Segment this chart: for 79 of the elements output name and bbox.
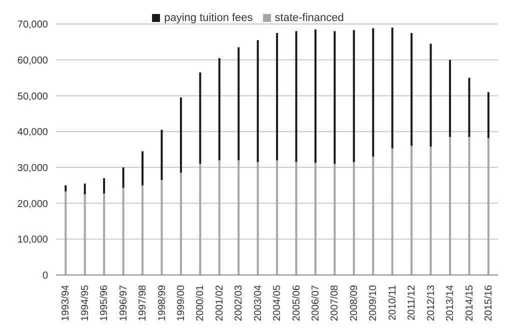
bar (391, 28, 394, 148)
y-tick-label: 50,000 (17, 91, 48, 102)
bar (160, 180, 163, 275)
y-tick-label: 20,000 (17, 198, 48, 210)
bar (122, 167, 124, 188)
bar (372, 28, 374, 157)
x-tick-label: 1996/97 (118, 284, 130, 322)
bar (199, 164, 202, 275)
x-tick-label: 2007/08 (330, 284, 341, 322)
x-tick-label: 2009/10 (368, 284, 380, 322)
y-tick-label: 70,000 (17, 20, 48, 31)
bar (238, 47, 240, 160)
bar (448, 136, 451, 275)
x-tick-label: 1994/95 (80, 284, 91, 322)
bar (352, 30, 355, 162)
x-tick-label: 1998/99 (156, 284, 168, 322)
bar (391, 148, 394, 275)
bar (276, 160, 278, 275)
x-tick-label: 2013/14 (445, 284, 456, 322)
x-tick-label: 2014/15 (464, 284, 476, 322)
bar (122, 188, 124, 275)
bar (487, 138, 490, 275)
bar (334, 31, 336, 164)
bar (103, 194, 106, 275)
x-tick-label: 2006/07 (310, 284, 322, 322)
bar (295, 162, 298, 275)
bar (276, 32, 278, 160)
bar (218, 58, 220, 160)
bar (468, 78, 470, 137)
bar (238, 160, 240, 275)
bar (410, 32, 413, 146)
x-tick-label: 1993/94 (60, 284, 72, 322)
bar (430, 44, 432, 147)
y-tick-label: 60,000 (17, 55, 48, 66)
x-tick-label: 2002/03 (234, 284, 245, 322)
legend-label: paying tuition fees (164, 12, 253, 24)
x-tick-label: 2004/05 (272, 284, 284, 322)
bar (64, 191, 67, 275)
x-tick-label: 1997/98 (138, 284, 149, 322)
y-tick-label: 0 (42, 270, 48, 282)
x-tick-label: 2010/11 (387, 284, 398, 320)
bar (314, 29, 316, 163)
bar (256, 162, 259, 275)
bar (334, 164, 336, 275)
bar (142, 151, 144, 186)
bar (84, 194, 86, 275)
bar (160, 130, 163, 180)
bar (180, 98, 182, 173)
x-tick-label: 1995/96 (99, 284, 110, 322)
bar (487, 92, 490, 138)
bar (295, 31, 298, 162)
legend-label: state-financed (274, 12, 344, 24)
x-tick-label: 2011/12 (406, 284, 418, 320)
x-tick-label: 2012/13 (426, 284, 437, 322)
bar (448, 60, 451, 137)
y-tick-label: 40,000 (17, 127, 48, 138)
x-tick-label: 2001/02 (214, 284, 226, 322)
x-tick-label: 2005/06 (291, 284, 302, 322)
x-tick-label: 2008/09 (348, 284, 360, 322)
bar (218, 160, 220, 275)
bar (468, 136, 470, 275)
bar (199, 72, 202, 164)
bar (410, 146, 413, 275)
bar (180, 172, 182, 275)
x-tick-label: 2003/04 (252, 284, 264, 322)
y-tick-label: 10,000 (17, 234, 48, 246)
bar (352, 162, 355, 275)
x-tick-label: 1999/00 (176, 284, 188, 322)
bar (256, 40, 259, 162)
bar (430, 146, 432, 275)
bar (142, 185, 144, 275)
x-tick-label: 2015/16 (483, 284, 494, 322)
bar (372, 156, 374, 275)
bar (314, 162, 316, 275)
bar (103, 178, 106, 194)
bar (64, 185, 67, 192)
bar (84, 184, 86, 194)
y-tick-label: 30,000 (17, 162, 48, 174)
x-tick-label: 2000/01 (195, 284, 206, 322)
